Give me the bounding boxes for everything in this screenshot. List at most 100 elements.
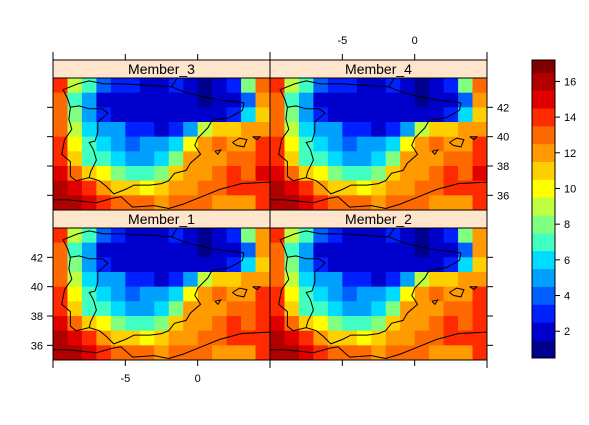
heat-cell	[125, 316, 141, 332]
heat-cell	[385, 166, 401, 182]
heat-cell	[53, 92, 68, 108]
heat-cell	[414, 345, 430, 360]
heat-cell	[327, 257, 343, 273]
heat-cell	[183, 136, 199, 152]
colorbar-tick-label: 8	[564, 219, 570, 231]
heat-cell	[96, 92, 112, 108]
heat-cell	[241, 330, 256, 346]
heat-cell	[371, 272, 387, 288]
heat-cell	[81, 166, 97, 182]
heat-cell	[110, 180, 126, 196]
heat-cell	[154, 286, 170, 302]
heat-cell	[429, 228, 444, 244]
heat-cell	[154, 272, 170, 288]
heat-cell	[298, 195, 314, 210]
heat-cell	[298, 257, 314, 273]
panel-member_2: Member_2	[269, 209, 488, 361]
heat-cell	[284, 257, 300, 273]
heat-cell	[154, 301, 170, 317]
heat-cell	[53, 242, 68, 258]
heat-cell	[443, 272, 459, 288]
heat-cell	[212, 195, 227, 210]
heat-cell	[443, 78, 459, 94]
heat-cell	[255, 272, 270, 288]
heat-cell	[458, 242, 473, 258]
heat-cell	[53, 195, 68, 210]
heat-cell	[458, 92, 473, 108]
heat-cell	[183, 286, 199, 302]
heat-cell	[298, 136, 314, 152]
heat-cell	[385, 330, 401, 346]
panel-title: Member_3	[128, 61, 195, 77]
heat-cell	[270, 330, 285, 346]
heat-cell	[385, 180, 401, 196]
heat-cell	[67, 78, 83, 94]
colorbar: 2 4 6 8 10 12 14 16	[531, 59, 576, 359]
heat-cell	[139, 316, 155, 332]
heat-cell	[298, 166, 314, 182]
colorbar-tick-label: 14	[564, 112, 576, 124]
heat-cell	[212, 330, 227, 346]
heat-cell	[371, 286, 387, 302]
heat-cell	[255, 180, 270, 196]
heat-cell	[212, 301, 227, 317]
heat-cell	[313, 228, 329, 244]
map-lines	[53, 228, 270, 360]
heat-cell	[96, 78, 112, 94]
heat-cell	[67, 136, 83, 152]
panel-member_4: Member_4	[269, 59, 488, 211]
heat-cell	[458, 180, 473, 196]
heat-cell	[327, 272, 343, 288]
heat-cell	[443, 151, 459, 167]
border-line	[171, 86, 245, 104]
heat-cell	[125, 330, 141, 346]
heat-cell	[139, 301, 155, 317]
island-outline	[214, 299, 222, 306]
heat-cell	[183, 242, 199, 258]
heat-cell	[183, 151, 199, 167]
heat-cell	[400, 272, 416, 288]
heat-cell	[226, 78, 242, 94]
colorbar-swatch	[532, 233, 555, 252]
heat-cell	[313, 286, 329, 302]
heat-cell	[472, 316, 487, 332]
heat-cell	[168, 301, 184, 317]
heat-cell	[197, 107, 213, 123]
heat-cell	[197, 180, 213, 196]
heat-cell	[414, 195, 430, 210]
heat-cell	[342, 166, 358, 182]
heat-cell	[443, 122, 459, 138]
heat-cell	[356, 151, 372, 167]
heat-cell	[241, 257, 256, 273]
heat-cell	[197, 78, 213, 94]
heat-cell	[183, 166, 199, 182]
heat-cell	[284, 122, 300, 138]
heat-cell	[110, 166, 126, 182]
y-tick-label-right: 40	[497, 132, 509, 144]
heat-cell	[342, 228, 358, 244]
heat-cell	[429, 180, 444, 196]
heat-cell	[255, 228, 270, 244]
heat-cell	[327, 195, 343, 210]
heat-cell	[313, 78, 329, 94]
heat-cell	[385, 92, 401, 108]
heat-cell	[197, 195, 213, 210]
heat-cell	[183, 92, 199, 108]
heat-cell	[414, 151, 430, 167]
heat-cell	[429, 301, 444, 317]
heat-cell	[284, 151, 300, 167]
heat-cell	[284, 166, 300, 182]
colorbar-swatch	[532, 268, 555, 287]
heat-cell	[110, 257, 126, 273]
heat-cell	[385, 228, 401, 244]
heat-cell	[298, 180, 314, 196]
heat-cell	[168, 316, 184, 332]
heat-cell	[400, 316, 416, 332]
colorbar-swatch	[532, 340, 555, 359]
heat-cell	[183, 257, 199, 273]
border-line	[287, 105, 326, 178]
heat-cell	[342, 92, 358, 108]
heat-cell	[400, 286, 416, 302]
heat-cell	[356, 316, 372, 332]
heat-cell	[458, 195, 473, 210]
